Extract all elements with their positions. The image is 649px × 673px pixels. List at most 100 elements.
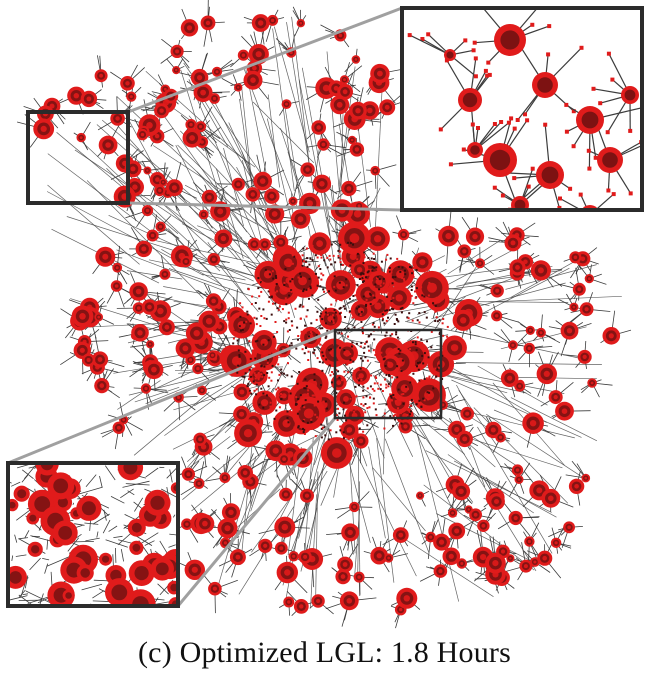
node-cluster — [165, 179, 183, 197]
connector-line-top-right — [127, 201, 403, 212]
node — [348, 275, 351, 278]
node — [389, 393, 392, 396]
node — [397, 266, 400, 268]
zoomed-node-cluster — [27, 541, 43, 557]
node — [307, 359, 310, 361]
node — [376, 275, 379, 278]
node — [396, 257, 399, 260]
node — [237, 349, 240, 352]
node — [354, 385, 357, 388]
node — [347, 430, 349, 433]
node — [360, 310, 363, 313]
node-cluster — [392, 527, 409, 543]
node — [337, 249, 340, 252]
node — [414, 343, 417, 346]
node — [412, 267, 415, 270]
node — [367, 345, 370, 348]
node — [409, 413, 411, 416]
node — [339, 429, 342, 432]
node — [346, 294, 349, 297]
node-cluster — [208, 581, 222, 596]
node — [352, 372, 355, 375]
node-cluster — [514, 475, 524, 484]
node — [396, 394, 399, 397]
node — [363, 256, 366, 259]
node — [319, 253, 322, 256]
node — [401, 306, 404, 309]
node-cluster — [94, 312, 103, 322]
node-cluster — [252, 390, 277, 415]
node — [330, 381, 333, 384]
node — [420, 338, 423, 341]
node-cluster — [197, 385, 207, 396]
node-cluster — [258, 238, 271, 251]
node — [302, 260, 305, 263]
node — [333, 316, 336, 319]
node — [290, 342, 293, 345]
node — [358, 379, 361, 382]
zoomed-node-cluster — [13, 485, 30, 502]
node — [322, 400, 325, 403]
node — [255, 317, 258, 320]
node — [365, 304, 367, 307]
node-cluster — [488, 493, 505, 510]
node — [373, 296, 376, 299]
node-cluster — [172, 66, 181, 75]
node — [402, 402, 405, 405]
node — [340, 332, 343, 335]
node — [280, 372, 283, 375]
zoomed-node-cluster — [127, 518, 146, 537]
node — [305, 315, 308, 318]
node — [357, 377, 360, 380]
node — [310, 332, 313, 335]
node — [397, 407, 399, 410]
node-cluster — [247, 237, 261, 251]
node — [428, 391, 431, 394]
node — [342, 305, 345, 308]
node — [306, 421, 309, 424]
node — [362, 332, 364, 335]
node — [361, 249, 364, 252]
node-cluster — [158, 319, 175, 336]
node-cluster — [184, 559, 205, 580]
node — [317, 265, 320, 268]
node — [406, 414, 409, 416]
node — [404, 390, 407, 393]
node-cluster — [325, 270, 356, 301]
node — [303, 401, 306, 404]
node — [323, 259, 326, 262]
node — [252, 380, 255, 383]
node-cluster — [298, 550, 312, 564]
node — [383, 412, 386, 415]
zoom-region-left — [26, 110, 130, 205]
node-cluster — [550, 537, 562, 548]
node — [346, 363, 349, 366]
node — [251, 295, 254, 298]
node-cluster — [219, 472, 231, 484]
node — [387, 385, 390, 388]
node — [326, 313, 329, 316]
node — [377, 264, 380, 267]
node — [255, 393, 258, 396]
node — [394, 400, 397, 403]
node-cluster — [338, 221, 371, 255]
node — [263, 338, 266, 341]
node-cluster — [602, 327, 621, 345]
zoomed-node-cluster — [62, 589, 75, 602]
node — [236, 361, 239, 364]
node — [311, 245, 314, 247]
node — [330, 348, 332, 351]
node — [440, 308, 442, 311]
node — [250, 392, 253, 395]
node — [280, 393, 283, 395]
node — [364, 403, 367, 405]
node-cluster — [207, 253, 221, 266]
node — [305, 288, 308, 291]
node — [317, 331, 320, 333]
node — [434, 320, 437, 322]
node — [262, 406, 265, 409]
node-cluster — [568, 478, 585, 494]
node — [264, 377, 267, 380]
node — [350, 409, 353, 412]
node — [434, 304, 437, 307]
